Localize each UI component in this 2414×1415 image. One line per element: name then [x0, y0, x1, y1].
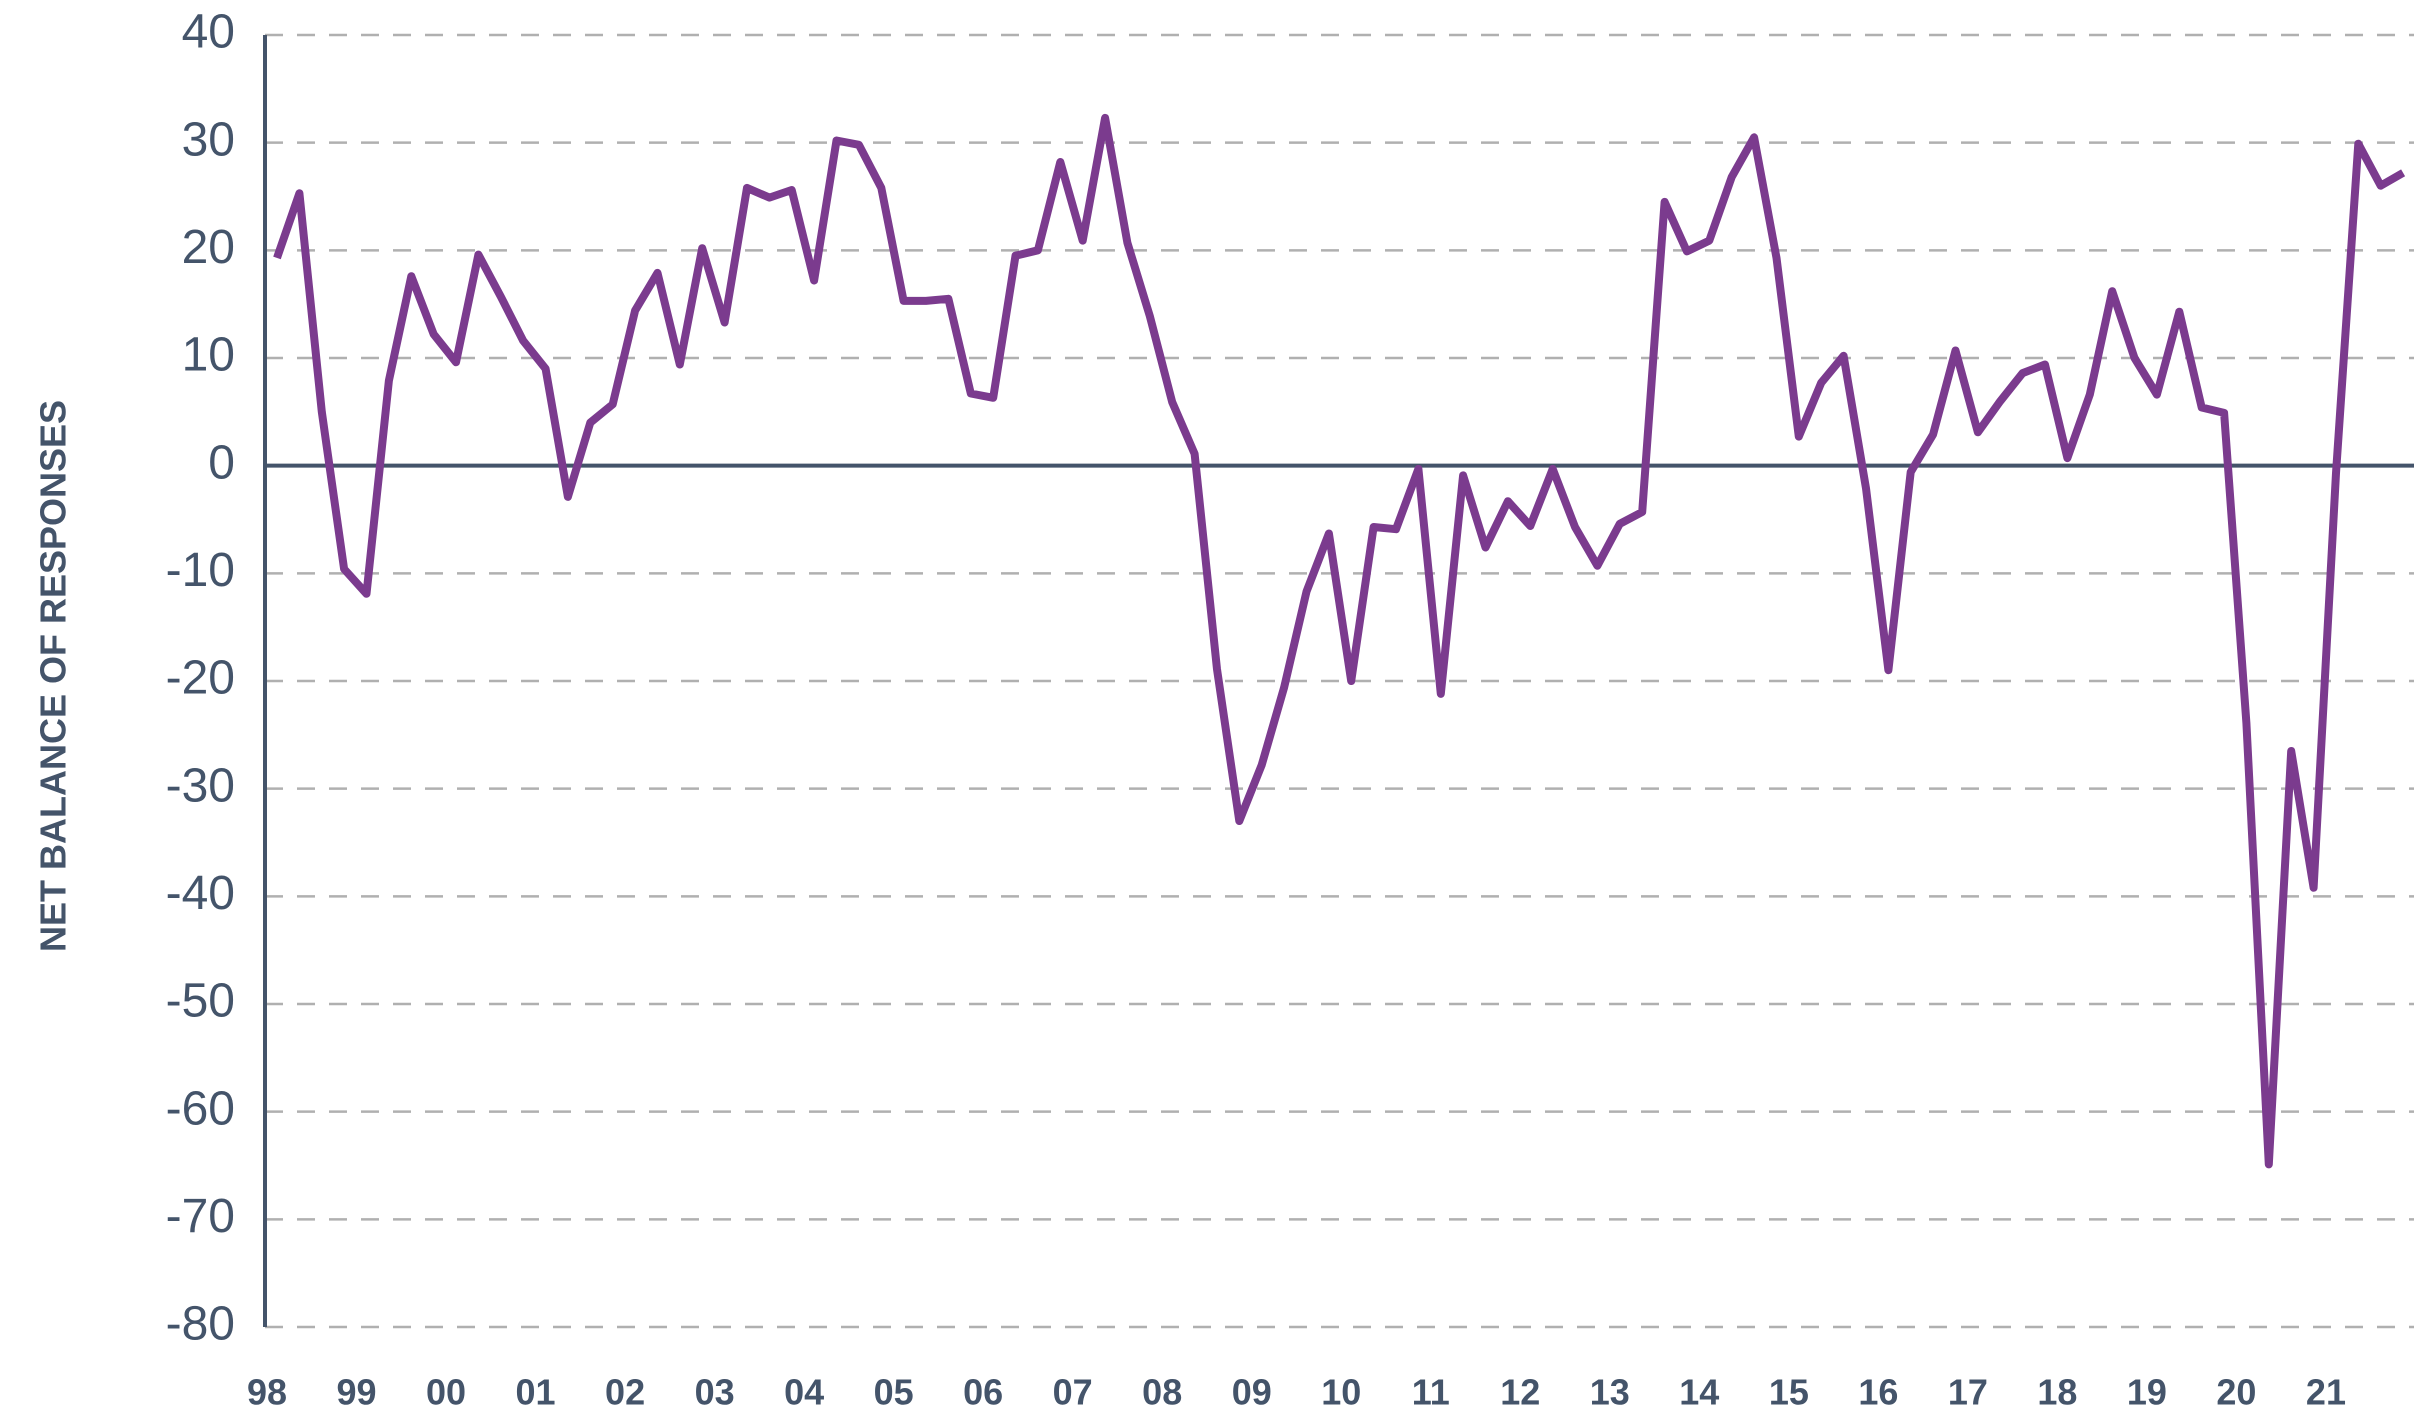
x-tick-label: 19 — [2127, 1372, 2167, 1413]
y-tick-label: -10 — [166, 544, 235, 597]
x-tick-label: 15 — [1769, 1372, 1809, 1413]
y-axis-label: NET BALANCE OF RESPONSES — [33, 400, 74, 952]
y-tick-label: 10 — [182, 329, 235, 382]
x-tick-label: 10 — [1321, 1372, 1361, 1413]
x-tick-label: 01 — [516, 1372, 556, 1413]
y-tick-label: 40 — [182, 6, 235, 59]
x-tick-label: 16 — [1858, 1372, 1898, 1413]
data-line — [273, 113, 2406, 1169]
x-tick-label: 98 — [247, 1372, 287, 1413]
x-tick-label: 09 — [1232, 1372, 1272, 1413]
y-tick-label: -20 — [166, 652, 235, 705]
x-tick-label: 07 — [1053, 1372, 1093, 1413]
x-tick-label: 03 — [695, 1372, 735, 1413]
y-tick-label: -50 — [166, 975, 235, 1028]
y-tick-label: 30 — [182, 113, 235, 166]
x-tick-label: 00 — [426, 1372, 466, 1413]
x-tick-label: 08 — [1142, 1372, 1182, 1413]
y-tick-label: -70 — [166, 1190, 235, 1243]
y-tick-label: -80 — [166, 1298, 235, 1351]
x-tick-label: 04 — [784, 1372, 824, 1413]
x-tick-label: 11 — [1412, 1372, 1450, 1413]
x-tick-label: 05 — [874, 1372, 914, 1413]
x-tick-label: 18 — [2037, 1372, 2077, 1413]
x-tick-label: 17 — [1948, 1372, 1988, 1413]
x-tick-label: 06 — [963, 1372, 1003, 1413]
y-tick-label: 0 — [208, 436, 235, 489]
x-tick-label: 20 — [2216, 1372, 2256, 1413]
x-tick-label: 14 — [1679, 1372, 1719, 1413]
x-tick-label: 12 — [1500, 1372, 1540, 1413]
y-tick-label: -30 — [166, 759, 235, 812]
y-tick-label: -40 — [166, 867, 235, 920]
x-tick-label: 02 — [605, 1372, 645, 1413]
y-tick-label: -60 — [166, 1082, 235, 1135]
x-tick-label: 13 — [1590, 1372, 1630, 1413]
x-tick-label: 21 — [2306, 1372, 2346, 1413]
y-tick-label: 20 — [182, 221, 235, 274]
x-tick-label: 99 — [336, 1372, 376, 1413]
